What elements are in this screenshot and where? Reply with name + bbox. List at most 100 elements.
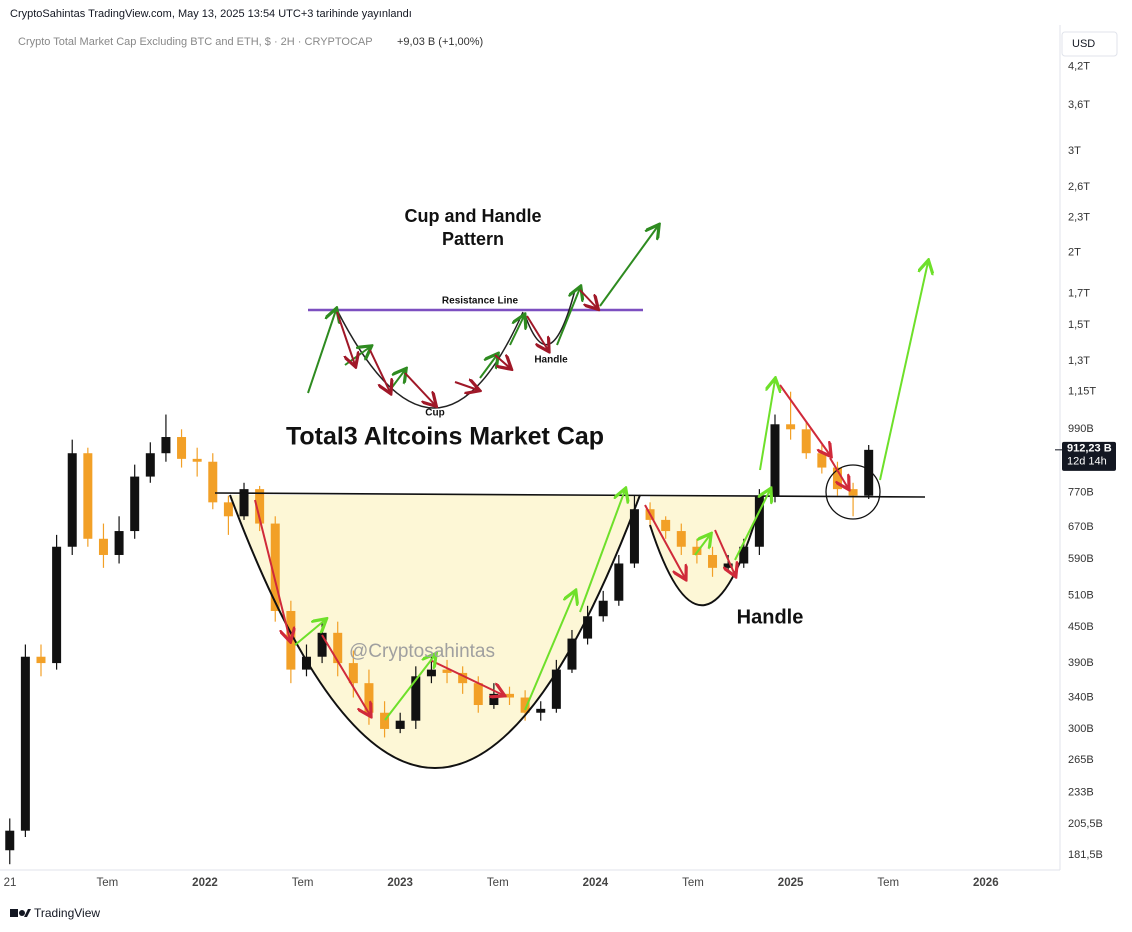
candle-body	[177, 437, 187, 459]
candle-body	[864, 449, 874, 496]
candle-body	[817, 453, 827, 468]
y-tick-label: 2,6T	[1068, 181, 1090, 193]
candle-body	[661, 519, 671, 532]
red-arrows	[254, 384, 848, 715]
candle-body	[364, 683, 374, 713]
handle-label: Handle	[737, 606, 804, 628]
y-tick-label: 990B	[1068, 423, 1094, 435]
y-tick-label: 1,3T	[1068, 355, 1090, 367]
candle-body	[754, 495, 764, 547]
candle-body	[67, 453, 77, 547]
candle-body	[786, 424, 796, 430]
pattern-title: Cup and Handle Pattern	[404, 206, 542, 249]
symbol: Crypto Total Market Cap Excluding BTC an…	[18, 36, 373, 48]
candle-body	[208, 461, 218, 503]
candle-body	[255, 489, 265, 524]
y-tick-label: 181,5B	[1068, 849, 1103, 861]
candle-body	[223, 502, 233, 517]
x-tick-label: 2022	[192, 877, 218, 889]
resistance-line	[214, 492, 926, 498]
y-tick-label: 233B	[1068, 786, 1094, 798]
candle-body	[36, 656, 46, 664]
currency[interactable]: USD	[1072, 38, 1095, 50]
x-tick-label: Tem	[877, 877, 899, 889]
candle-body	[20, 656, 30, 831]
y-tick-label: 510B	[1068, 590, 1094, 602]
inset-handle-label: Handle	[534, 355, 568, 366]
candle-body	[520, 697, 530, 713]
last-price-label: 912,23 B	[1067, 443, 1112, 455]
breakout-circle	[825, 464, 881, 520]
candle-body	[239, 489, 249, 517]
y-tick-label: 340B	[1068, 691, 1094, 703]
green-arrows	[294, 262, 928, 721]
candle-body	[395, 720, 405, 729]
y-tick-label: 770B	[1068, 486, 1094, 498]
candle-body	[5, 830, 15, 851]
candle-body	[52, 546, 62, 664]
candle-body	[270, 523, 280, 611]
candles	[5, 391, 874, 865]
x-tick-label: 21	[4, 877, 17, 889]
y-tick-label: 670B	[1068, 521, 1094, 533]
change: +9,03 B (+1,00%)	[397, 36, 483, 48]
candle-body	[333, 632, 343, 664]
y-tick-label: 3,6T	[1068, 99, 1090, 111]
candle-body	[676, 531, 686, 547]
y-tick-label: 300B	[1068, 723, 1094, 735]
candle-body	[380, 712, 390, 729]
candle-body	[770, 424, 780, 496]
candle-body	[551, 669, 561, 709]
x-tick-label: Tem	[487, 877, 509, 889]
footer: TradingView	[34, 906, 100, 920]
candle-body	[708, 554, 718, 568]
candle-body	[489, 693, 499, 706]
candle-body	[317, 632, 327, 657]
candle-body	[473, 683, 483, 706]
x-tick-label: 2023	[387, 877, 413, 889]
candle-body	[536, 708, 546, 713]
x-tick-label: Tem	[682, 877, 704, 889]
candle-body	[130, 476, 140, 532]
y-tick-label: 1,15T	[1068, 386, 1096, 398]
candle-body	[83, 453, 93, 539]
candle-body	[583, 616, 593, 639]
y-tick-label: 2T	[1068, 247, 1081, 259]
y-tick-label: 265B	[1068, 754, 1094, 766]
handle-curve	[649, 504, 761, 607]
candle-body	[458, 672, 468, 684]
candle-body	[161, 437, 171, 454]
inset-green-arrows	[307, 226, 658, 394]
watermark: @Cryptosahintas	[349, 641, 495, 662]
candle-body	[411, 676, 421, 721]
candle-body	[348, 663, 358, 684]
currency-box[interactable]	[1061, 31, 1118, 57]
candle-body	[505, 693, 515, 698]
inset-cup-label: Cup	[425, 408, 444, 419]
candle-body	[301, 656, 311, 670]
y-tick-label: 450B	[1068, 621, 1094, 633]
candle-body	[567, 638, 577, 670]
tv-logo	[10, 909, 31, 917]
candle-body	[848, 489, 858, 496]
y-tick-label: 205,5B	[1068, 818, 1103, 830]
candle-body	[98, 538, 108, 555]
candle-body	[629, 509, 639, 564]
y-tick-label: 2,3T	[1068, 212, 1090, 224]
resistance-label: Resistance Line	[442, 296, 519, 307]
candle-body	[442, 669, 452, 673]
candle-body	[192, 458, 202, 462]
header: CryptoSahintas TradingView.com, May 13, …	[10, 8, 412, 20]
x-tick-label: Tem	[292, 877, 314, 889]
y-tick-label: 4,2T	[1068, 61, 1090, 73]
candle-body	[614, 563, 624, 601]
main-title: Total3 Altcoins Market Cap	[286, 423, 604, 451]
y-tick-label: 1,7T	[1068, 288, 1090, 300]
candle-body	[598, 600, 608, 617]
candle-body	[145, 453, 155, 477]
candle-body	[426, 669, 436, 677]
drawings	[214, 226, 928, 769]
y-tick-label: 590B	[1068, 553, 1094, 565]
inset-red-arrows	[336, 289, 597, 405]
